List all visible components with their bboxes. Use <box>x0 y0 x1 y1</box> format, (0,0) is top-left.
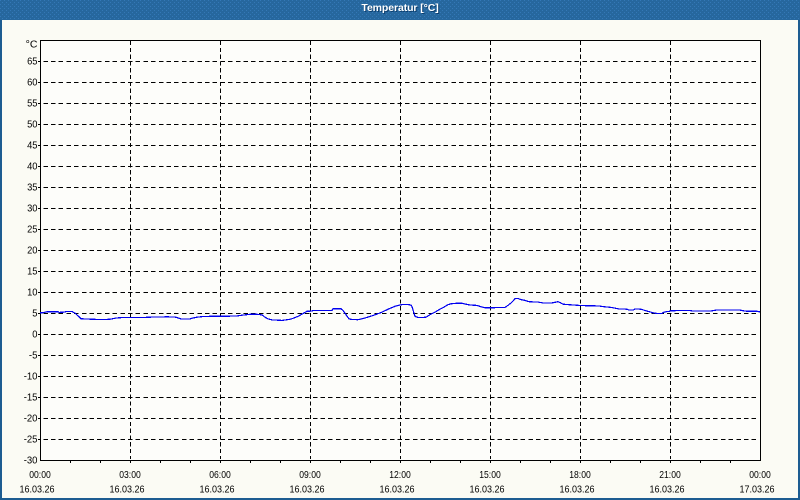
svg-text:-10: -10 <box>24 371 38 383</box>
svg-text:09:00: 09:00 <box>299 469 321 481</box>
svg-text:60: 60 <box>27 77 38 89</box>
svg-text:16.03.26: 16.03.26 <box>560 484 595 496</box>
svg-text:16.03.26: 16.03.26 <box>110 484 145 496</box>
svg-text:16.03.26: 16.03.26 <box>470 484 505 496</box>
svg-text:-20: -20 <box>24 413 38 425</box>
svg-text:16.03.26: 16.03.26 <box>380 484 415 496</box>
svg-text:16.03.26: 16.03.26 <box>650 484 685 496</box>
svg-text:15:00: 15:00 <box>479 469 501 481</box>
svg-text:-25: -25 <box>24 434 38 446</box>
svg-text:21:00: 21:00 <box>659 469 681 481</box>
svg-text:50: 50 <box>27 119 38 131</box>
svg-text:-5: -5 <box>29 350 38 362</box>
svg-text:40: 40 <box>27 161 38 173</box>
svg-text:00:00: 00:00 <box>749 469 771 481</box>
svg-text:12:00: 12:00 <box>389 469 411 481</box>
svg-text:16.03.26: 16.03.26 <box>200 484 235 496</box>
svg-text:15: 15 <box>27 266 38 278</box>
svg-text:-15: -15 <box>24 392 38 404</box>
svg-text:65: 65 <box>27 56 38 68</box>
svg-text:25: 25 <box>27 224 38 236</box>
svg-text:16.03.26: 16.03.26 <box>290 484 325 496</box>
svg-text:35: 35 <box>27 182 38 194</box>
svg-text:10: 10 <box>27 287 38 299</box>
svg-text:06:00: 06:00 <box>209 469 231 481</box>
svg-text:-30: -30 <box>24 455 38 467</box>
svg-text:17.03.26: 17.03.26 <box>740 484 775 496</box>
svg-text:03:00: 03:00 <box>119 469 141 481</box>
svg-text:55: 55 <box>27 98 38 110</box>
svg-text:20: 20 <box>27 245 38 257</box>
svg-text:°C: °C <box>26 39 38 51</box>
svg-text:18:00: 18:00 <box>569 469 591 481</box>
svg-text:0: 0 <box>32 329 37 341</box>
svg-text:45: 45 <box>27 140 38 152</box>
svg-text:16.03.26: 16.03.26 <box>20 484 55 496</box>
svg-text:30: 30 <box>27 203 38 215</box>
svg-text:5: 5 <box>32 308 37 320</box>
svg-text:00:00: 00:00 <box>29 469 51 481</box>
